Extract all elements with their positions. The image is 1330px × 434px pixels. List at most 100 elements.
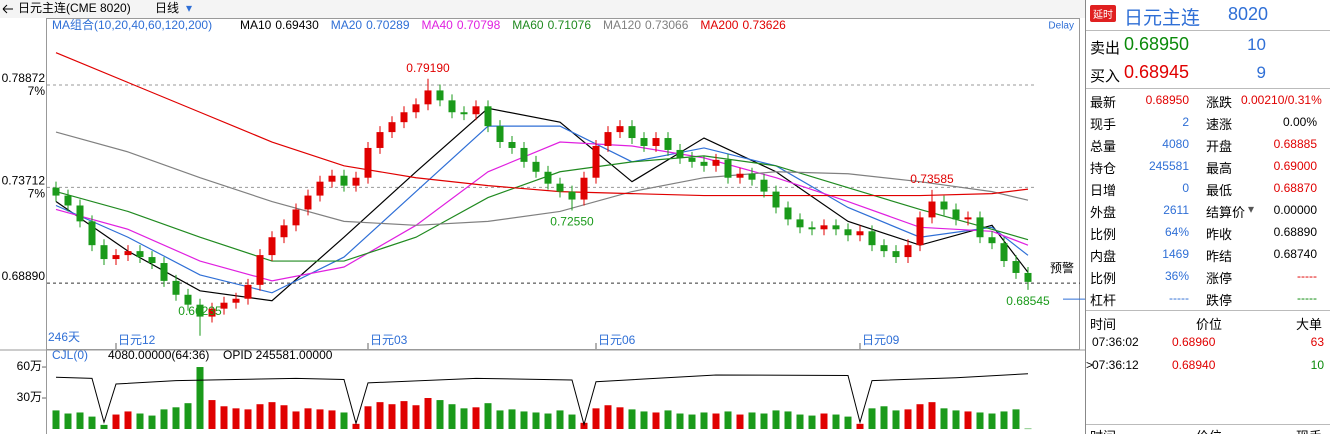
candle-body	[988, 237, 996, 244]
volume-bar	[988, 413, 996, 429]
trades-header: 现手	[1296, 426, 1322, 434]
trades-header: 价位	[1196, 317, 1223, 332]
candle-body	[1024, 272, 1032, 282]
candle-body	[508, 142, 516, 148]
stat-value: -----	[1169, 291, 1189, 305]
volume-bar	[928, 402, 936, 429]
ask-label: 卖出	[1090, 40, 1121, 57]
ma-line	[55, 155, 1029, 262]
candle-body	[388, 122, 396, 133]
volume-bar	[916, 404, 924, 429]
candle-body	[88, 221, 96, 246]
volume-summary: 4080.00000(64:36)	[108, 348, 209, 362]
candle-body	[952, 209, 960, 220]
ma-line	[55, 131, 1029, 226]
candle-body	[940, 201, 948, 210]
candle-body	[376, 132, 384, 148]
volume-bar	[868, 408, 876, 429]
stat-label: 最高	[1206, 161, 1233, 176]
volume-title[interactable]: CJL(0)	[52, 348, 88, 362]
volume-bar	[628, 409, 636, 429]
y-tick-label: 0.78872	[2, 71, 46, 85]
candle-body	[820, 225, 828, 230]
instrument-code: 8020	[1228, 4, 1269, 24]
ma-group[interactable]: MA组合(10,20,40,60,120,200)	[52, 17, 212, 32]
volume-bar	[148, 415, 156, 429]
stat-value: 0.68870	[1273, 181, 1317, 195]
stat-value: 2	[1182, 115, 1189, 129]
trades-header: 时间	[1090, 317, 1117, 332]
ask-size: 10	[1247, 35, 1266, 54]
volume-bar	[88, 416, 96, 429]
candle-body	[880, 245, 888, 252]
candle-body	[472, 106, 480, 115]
candle-body	[676, 149, 684, 158]
candle-body	[760, 179, 768, 192]
period-selector[interactable]: 日线	[155, 1, 179, 15]
stat-label: 杠杆	[1090, 293, 1117, 308]
volume-bar	[304, 408, 312, 429]
candle-body	[124, 251, 132, 256]
candle-body	[304, 195, 312, 210]
x-tick-label: 日元03	[370, 333, 408, 347]
trade-size: 10	[1310, 358, 1324, 372]
volume-bar	[160, 409, 168, 429]
stat-label: 涨停	[1206, 271, 1233, 286]
dropdown-arrow[interactable]: ▾	[186, 1, 192, 15]
y-tick-label: 0.73712	[2, 174, 46, 188]
ma-legend-name: MA200	[700, 18, 738, 32]
stat-value: 4080	[1162, 137, 1189, 151]
stat-value: -----	[1297, 269, 1317, 283]
candle-body	[112, 255, 120, 260]
quote-panel: 延时 日元主连 8020 卖出 0.68950 10 买入 0.68945 9 …	[1085, 0, 1330, 434]
volume-bar	[388, 404, 396, 429]
candle-body	[340, 175, 348, 186]
candle-body	[784, 207, 792, 220]
candle-body	[316, 181, 324, 196]
volume-bar	[676, 413, 684, 429]
stat-label: 比例	[1090, 271, 1117, 286]
candle-body	[700, 161, 708, 166]
volume-bar	[700, 412, 708, 429]
price-annotation: 0.73585	[910, 172, 954, 186]
x-tick-label: 日元12	[118, 333, 156, 347]
candle-body	[748, 173, 756, 180]
ask-price: 0.68950	[1124, 34, 1190, 54]
candle-body	[328, 175, 336, 182]
candle-body	[424, 90, 432, 105]
ma-legend-name: MA10	[240, 18, 272, 32]
y-tick-note: 7%	[28, 187, 46, 201]
candle-body	[556, 183, 564, 192]
candle-body	[100, 245, 108, 260]
volume-bar	[172, 407, 180, 429]
stat-value: 0.00%	[1282, 115, 1317, 129]
candle-body	[1000, 243, 1008, 262]
volume-bar	[556, 410, 564, 429]
volume-bar	[664, 410, 672, 429]
y-tick-label: 0.68890	[2, 269, 46, 283]
ma-line	[55, 107, 1029, 302]
ma-line	[55, 141, 1029, 282]
candle-body	[412, 104, 420, 113]
back-icon[interactable]	[2, 4, 13, 14]
candle-body	[844, 229, 852, 236]
toolbar	[0, 0, 1085, 18]
candle-body	[736, 173, 744, 178]
volume-bar	[460, 408, 468, 429]
volume-bar	[616, 407, 624, 429]
volume-bar	[64, 413, 72, 429]
volume-bar	[808, 415, 816, 429]
price-annotation: 0.66235	[178, 304, 222, 318]
candle-body	[52, 187, 60, 196]
stat-value: 0.68890	[1273, 225, 1317, 239]
candle-body	[712, 159, 720, 166]
volume-bar	[436, 400, 444, 429]
volume-bar	[76, 412, 84, 429]
volume-bar	[340, 412, 348, 429]
price-annotation: 0.79190	[406, 61, 450, 75]
stat-label: 结算价	[1206, 205, 1246, 220]
stat-value: 0.68740	[1273, 247, 1317, 261]
ma-legend-name: MA40	[422, 18, 454, 32]
stat-value: 0.00210/0.31%	[1241, 93, 1322, 107]
stat-label: 开盘	[1206, 139, 1233, 154]
